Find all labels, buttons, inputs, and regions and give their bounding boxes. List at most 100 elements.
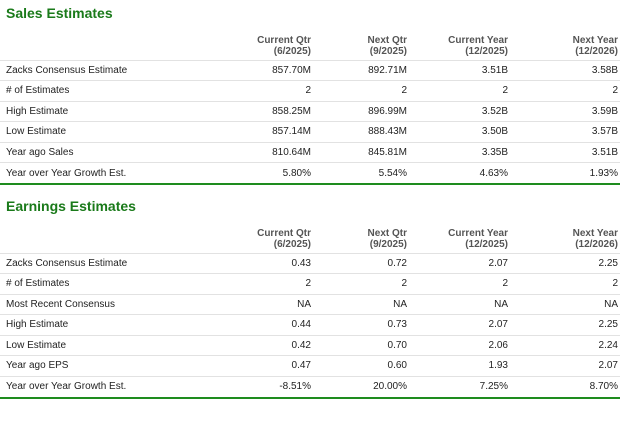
cell-value: 3.59B xyxy=(516,100,620,122)
sales-estimates-section: Sales Estimates Current Qtr (6/2025) Nex… xyxy=(0,0,620,185)
col-head-line2: (12/2026) xyxy=(575,45,618,57)
cell-value: 0.70 xyxy=(315,334,415,356)
cell-value: -8.51% xyxy=(212,375,315,397)
cell-value: 8.70% xyxy=(516,375,620,397)
col-head-line2: (9/2025) xyxy=(369,45,407,57)
earnings-col-next-qtr: Next Qtr (9/2025) xyxy=(315,219,415,253)
cell-value: 858.25M xyxy=(212,100,315,122)
table-row: # of Estimates 2 2 2 2 xyxy=(0,273,620,294)
cell-value: 2 xyxy=(212,80,315,101)
cell-value: 0.72 xyxy=(315,252,415,274)
cell-value: 888.43M xyxy=(315,121,415,142)
cell-value: 3.51B xyxy=(415,59,516,81)
cell-value: 2 xyxy=(315,80,415,101)
sales-header-row: Current Qtr (6/2025) Next Qtr (9/2025) C… xyxy=(0,26,620,60)
cell-value: 0.44 xyxy=(212,314,315,335)
cell-value: 857.70M xyxy=(212,59,315,81)
cell-value: 2.06 xyxy=(415,334,516,356)
row-label: Year ago EPS xyxy=(0,355,212,376)
cell-value: 857.14M xyxy=(212,121,315,142)
cell-value: 2.25 xyxy=(516,314,620,335)
row-label: High Estimate xyxy=(0,314,212,335)
row-label: Low Estimate xyxy=(0,334,212,356)
cell-value: 892.71M xyxy=(315,59,415,81)
cell-value: 0.60 xyxy=(315,355,415,376)
row-label: # of Estimates xyxy=(0,80,212,101)
col-head-line1: Next Year xyxy=(572,227,618,239)
cell-value: 810.64M xyxy=(212,141,315,163)
col-head-line2: (9/2025) xyxy=(369,238,407,250)
earnings-col-next-year: Next Year (12/2026) xyxy=(516,219,620,253)
row-label: Most Recent Consensus xyxy=(0,293,212,315)
col-head-line1: Next Qtr xyxy=(367,34,407,46)
cell-value: NA xyxy=(315,293,415,315)
table-row: Low Estimate 857.14M 888.43M 3.50B 3.57B xyxy=(0,121,620,142)
section-gap xyxy=(0,185,620,193)
table-row: Zacks Consensus Estimate 857.70M 892.71M… xyxy=(0,59,620,81)
section-divider xyxy=(0,396,620,399)
sales-col-next-year: Next Year (12/2026) xyxy=(516,26,620,60)
cell-value: 2 xyxy=(212,273,315,294)
cell-value: 2.07 xyxy=(415,314,516,335)
row-label: High Estimate xyxy=(0,100,212,122)
table-row: Most Recent Consensus NA NA NA NA xyxy=(0,293,620,315)
table-row: Low Estimate 0.42 0.70 2.06 2.24 xyxy=(0,334,620,356)
cell-value: 845.81M xyxy=(315,141,415,163)
earnings-header-blank xyxy=(0,219,212,253)
table-row: Year over Year Growth Est. 5.80% 5.54% 4… xyxy=(0,162,620,183)
sales-estimates-title: Sales Estimates xyxy=(6,5,113,21)
cell-value: 0.42 xyxy=(212,334,315,356)
cell-value: 2 xyxy=(415,80,516,101)
cell-value: 2.24 xyxy=(516,334,620,356)
sales-table-body: Zacks Consensus Estimate 857.70M 892.71M… xyxy=(0,59,620,183)
col-head-line2: (12/2026) xyxy=(575,238,618,250)
sales-header-blank xyxy=(0,26,212,60)
sales-col-next-qtr: Next Qtr (9/2025) xyxy=(315,26,415,60)
col-head-line1: Next Year xyxy=(572,34,618,46)
cell-value: 2 xyxy=(315,273,415,294)
cell-value: 896.99M xyxy=(315,100,415,122)
col-head-line1: Next Qtr xyxy=(367,227,407,239)
cell-value: 3.52B xyxy=(415,100,516,122)
col-head-line2: (6/2025) xyxy=(273,238,311,250)
earnings-table-body: Zacks Consensus Estimate 0.43 0.72 2.07 … xyxy=(0,252,620,397)
cell-value: 2 xyxy=(516,273,620,294)
col-head-line2: (6/2025) xyxy=(273,45,311,57)
cell-value: 3.35B xyxy=(415,141,516,163)
cell-value: 5.80% xyxy=(212,162,315,183)
row-label: Zacks Consensus Estimate xyxy=(0,252,212,274)
col-head-line1: Current Year xyxy=(448,227,508,239)
row-label: Zacks Consensus Estimate xyxy=(0,59,212,81)
row-label: Year over Year Growth Est. xyxy=(0,162,212,183)
cell-value: NA xyxy=(415,293,516,315)
cell-value: 3.57B xyxy=(516,121,620,142)
cell-value: 0.47 xyxy=(212,355,315,376)
sales-col-current-year: Current Year (12/2025) xyxy=(415,26,516,60)
table-row: Year over Year Growth Est. -8.51% 20.00%… xyxy=(0,375,620,397)
sales-col-current-qtr: Current Qtr (6/2025) xyxy=(212,26,315,60)
cell-value: 2 xyxy=(516,80,620,101)
table-row: Year ago Sales 810.64M 845.81M 3.35B 3.5… xyxy=(0,141,620,163)
col-head-line2: (12/2025) xyxy=(465,45,508,57)
col-head-line1: Current Year xyxy=(448,34,508,46)
row-label: # of Estimates xyxy=(0,273,212,294)
cell-value: 1.93 xyxy=(415,355,516,376)
cell-value: 0.43 xyxy=(212,252,315,274)
section-divider xyxy=(0,183,620,185)
table-row: Zacks Consensus Estimate 0.43 0.72 2.07 … xyxy=(0,252,620,274)
row-label: Year over Year Growth Est. xyxy=(0,375,212,397)
row-label: Year ago Sales xyxy=(0,141,212,163)
table-row: # of Estimates 2 2 2 2 xyxy=(0,80,620,101)
cell-value: 3.51B xyxy=(516,141,620,163)
sales-estimates-table: Current Qtr (6/2025) Next Qtr (9/2025) C… xyxy=(0,26,620,183)
earnings-estimates-table: Current Qtr (6/2025) Next Qtr (9/2025) C… xyxy=(0,219,620,397)
cell-value: NA xyxy=(516,293,620,315)
cell-value: 5.54% xyxy=(315,162,415,183)
cell-value: 4.63% xyxy=(415,162,516,183)
col-head-line1: Current Qtr xyxy=(257,227,311,239)
cell-value: 20.00% xyxy=(315,375,415,397)
cell-value: 2.07 xyxy=(516,355,620,376)
col-head-line2: (12/2025) xyxy=(465,238,508,250)
cell-value: 0.73 xyxy=(315,314,415,335)
